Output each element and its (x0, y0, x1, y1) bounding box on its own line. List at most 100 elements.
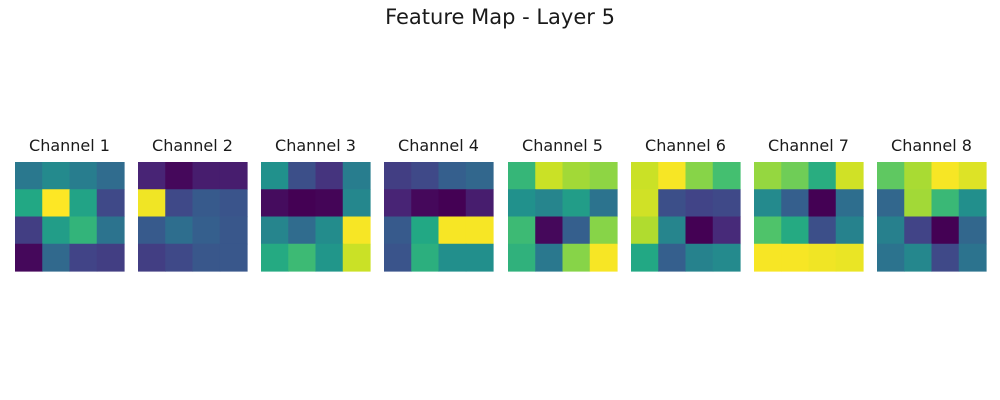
heatmap-cell (42, 189, 71, 218)
heatmap-cell (15, 189, 43, 218)
figure-title: Feature Map - Layer 5 (385, 5, 615, 29)
heatmap-cell (288, 216, 317, 245)
heatmap-cell (138, 243, 166, 272)
heatmap-cell (342, 189, 371, 218)
heatmap-cell (288, 162, 317, 190)
heatmap-cell (958, 243, 987, 272)
heatmap-panel (508, 162, 618, 272)
heatmap-cell (631, 243, 659, 272)
heatmap-cell (261, 243, 289, 272)
heatmap-cell (877, 162, 905, 190)
heatmap-cell (138, 216, 166, 245)
heatmap-cell (754, 189, 782, 218)
heatmap-cell (69, 162, 98, 190)
heatmap-cell (904, 243, 933, 272)
panel-title: Channel 7 (768, 136, 849, 155)
heatmap-cell (535, 216, 564, 245)
heatmap-cell (685, 189, 714, 218)
heatmap-cell (411, 216, 440, 245)
heatmap-cell (261, 189, 289, 218)
heatmap-cell (384, 243, 412, 272)
heatmap-cell (808, 243, 837, 272)
heatmap-panel (754, 162, 864, 272)
heatmap-cell (438, 162, 467, 190)
heatmap-cell (589, 216, 618, 245)
heatmap-panel (384, 162, 494, 272)
heatmap-cell (384, 189, 412, 218)
heatmap-cell (15, 243, 43, 272)
heatmap-cell (465, 162, 494, 190)
heatmap-cell (15, 216, 43, 245)
heatmap-cell (877, 216, 905, 245)
heatmap-cell (877, 189, 905, 218)
heatmap-cell (219, 162, 248, 190)
heatmap-cell (315, 243, 344, 272)
heatmap-cell (138, 189, 166, 218)
heatmap-cell (42, 162, 71, 190)
heatmap-cell (877, 243, 905, 272)
heatmap-cell (315, 216, 344, 245)
heatmap-panel (138, 162, 248, 272)
heatmap-cell (589, 162, 618, 190)
heatmap-cell (835, 162, 864, 190)
heatmap-cell (631, 162, 659, 190)
heatmap-cell (835, 216, 864, 245)
heatmap-cell (69, 243, 98, 272)
heatmap-cell (754, 243, 782, 272)
heatmap-cell (96, 189, 125, 218)
panel-title: Channel 5 (522, 136, 603, 155)
heatmap-cell (315, 162, 344, 190)
heatmap-cell (904, 189, 933, 218)
heatmap-cell (384, 216, 412, 245)
heatmap-cell (315, 189, 344, 218)
heatmap-cell (69, 189, 98, 218)
panel-title: Channel 1 (29, 136, 110, 155)
heatmap-cell (562, 162, 591, 190)
panel-title: Channel 3 (275, 136, 356, 155)
heatmap-cell (438, 243, 467, 272)
heatmap-cell (96, 162, 125, 190)
heatmap-cell (535, 243, 564, 272)
heatmap-cell (958, 216, 987, 245)
heatmap-cell (411, 243, 440, 272)
heatmap-cell (562, 216, 591, 245)
heatmap-cell (781, 189, 810, 218)
heatmap-cell (192, 189, 221, 218)
heatmap-cell (138, 162, 166, 190)
heatmap-cell (658, 162, 687, 190)
heatmap-cell (658, 216, 687, 245)
heatmap-cell (685, 243, 714, 272)
heatmap-cell (165, 189, 194, 218)
panel-title: Channel 4 (398, 136, 479, 155)
heatmap-cell (931, 189, 960, 218)
heatmap-cell (165, 243, 194, 272)
panel-title: Channel 8 (891, 136, 972, 155)
heatmap-cell (685, 162, 714, 190)
heatmap-cell (192, 243, 221, 272)
heatmap-cell (808, 162, 837, 190)
heatmap-panel (15, 162, 125, 272)
heatmap-cell (958, 189, 987, 218)
heatmap-cell (96, 243, 125, 272)
panel-title: Channel 6 (645, 136, 726, 155)
heatmap-cell (781, 243, 810, 272)
heatmap-cell (931, 162, 960, 190)
heatmap-cell (192, 162, 221, 190)
heatmap-cell (384, 162, 412, 190)
heatmap-cell (835, 189, 864, 218)
heatmap-cell (712, 162, 741, 190)
heatmap-cell (535, 189, 564, 218)
heatmap-cell (288, 243, 317, 272)
heatmap-cell (69, 216, 98, 245)
heatmap-cell (958, 162, 987, 190)
heatmap-cell (288, 189, 317, 218)
heatmap-cell (589, 189, 618, 218)
heatmap-cell (342, 243, 371, 272)
heatmap-cell (96, 216, 125, 245)
heatmap-cell (658, 243, 687, 272)
heatmap-cell (589, 243, 618, 272)
heatmap-cell (465, 243, 494, 272)
heatmap-panel (261, 162, 371, 272)
heatmap-cell (411, 162, 440, 190)
heatmap-cell (465, 189, 494, 218)
